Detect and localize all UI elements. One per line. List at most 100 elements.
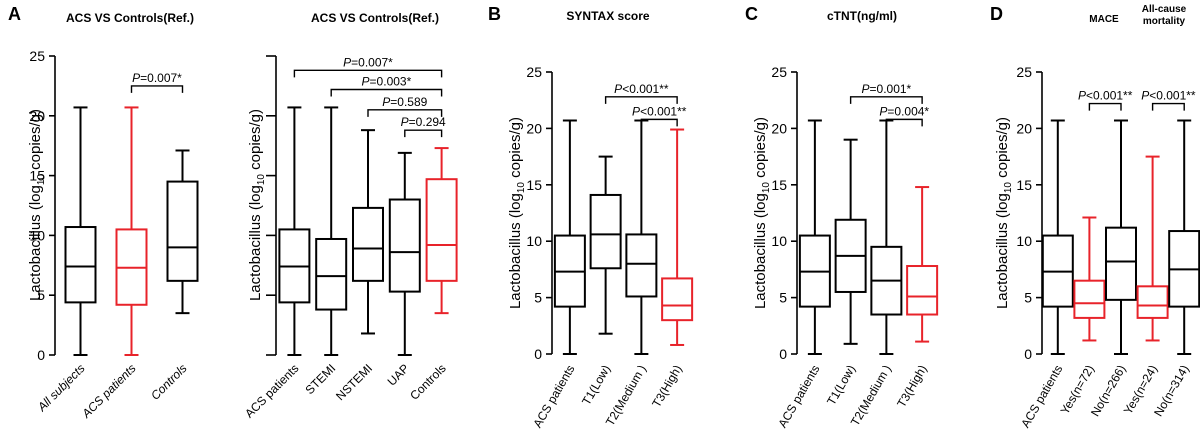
iqr-box [315, 237, 348, 311]
box-1 [1041, 119, 1074, 355]
y-axis-label: Lactobacillus (log10 copies/g) [752, 117, 772, 309]
x-tick-label: T3(High) [894, 363, 929, 410]
p-value-label: P=0.589 [382, 95, 427, 109]
box-4 [906, 186, 939, 343]
y-tick-label: 10 [771, 233, 787, 249]
p-value-label: P=0.004* [879, 104, 929, 118]
panel-title-2b: mortality [1143, 16, 1186, 27]
x-tick-label: T1(Low) [579, 363, 613, 408]
significance-bracket [1151, 102, 1185, 111]
y-tick-label: 20 [1016, 120, 1032, 136]
y-tick-label: 15 [29, 168, 45, 184]
panel-a-all-subjects: A ACS VS Controls(Ref.) 0 5 10 15 20 25 Lactob… [8, 4, 199, 421]
iqr-box [166, 180, 199, 282]
p-value-label: P=0.007* [343, 55, 393, 69]
panel-title: cTNT(ng/ml) [827, 9, 897, 23]
box-5 [425, 147, 458, 315]
iqr-box [64, 226, 97, 304]
iqr-box [1105, 226, 1137, 301]
x-tick-label: T1(Low) [824, 363, 858, 408]
y-tick-label: 15 [526, 177, 542, 193]
iqr-box [625, 233, 658, 298]
panel-letter: B [488, 4, 501, 24]
box-1 [553, 119, 586, 355]
y-tick-label: 25 [771, 64, 787, 80]
significance-bracket [885, 118, 923, 127]
significance-bracket [367, 109, 443, 117]
iqr-box [589, 193, 622, 270]
x-tick-label: UAP [385, 361, 412, 388]
significance-bracket [293, 69, 443, 78]
panel-a-subgroups: ACS VS Controls(Ref.) Lactobacillus (log… [242, 11, 458, 421]
box-3 [870, 119, 903, 355]
significance-bracket [849, 96, 923, 104]
p-value-label: P<0.001** [632, 104, 687, 118]
p-value-label: P<0.001** [614, 82, 669, 96]
y-tick-label: 20 [526, 120, 542, 136]
panel-title: SYNTAX score [566, 9, 649, 23]
x-tick-label: STEMI [302, 361, 338, 397]
panel-title-2: All-cause [1142, 4, 1187, 15]
x-tick-label: Controls [407, 361, 448, 402]
y-tick-label: 25 [1016, 64, 1032, 80]
y-tick-label: 0 [37, 347, 45, 363]
significance-bracket [330, 88, 443, 97]
box-1 [278, 106, 311, 356]
x-tick-label: ACS patients [242, 361, 301, 420]
y-tick-label: 25 [29, 48, 45, 64]
significance-bracket [1088, 102, 1122, 111]
panel-title: MACE [1089, 14, 1119, 25]
x-tick-label: All subjects [34, 361, 88, 415]
p-value-label: P=0.003* [362, 74, 412, 88]
y-tick-label: 5 [1024, 290, 1032, 306]
box-3 [625, 119, 658, 355]
box-1 [64, 106, 97, 356]
y-tick-label: 10 [29, 227, 45, 243]
y-tick-label: 20 [771, 120, 787, 136]
y-tick-label: 0 [779, 346, 787, 362]
y-tick-label: 5 [779, 290, 787, 306]
box-1 [798, 119, 831, 355]
p-value-label: P=0.007* [132, 71, 182, 85]
panel-letter: A [8, 4, 21, 24]
box-2 [315, 106, 348, 356]
iqr-box [1073, 279, 1106, 319]
x-tick-label: ACS patients [530, 363, 577, 431]
box-3 [1105, 119, 1137, 355]
x-tick-label: NSTEMI [333, 361, 375, 403]
iqr-box [661, 277, 694, 322]
box-2 [115, 106, 148, 356]
y-tick-label: 0 [1024, 346, 1032, 362]
x-tick-label: T3(High) [649, 363, 684, 410]
x-tick-label: ACS patients [78, 361, 138, 421]
significance-bracket [604, 96, 678, 104]
y-axis-label: Lactobacillus (log10 copies/g) [27, 109, 47, 301]
panel-title: ACS VS Controls(Ref.) [66, 11, 194, 25]
p-value-label: P=0.294 [401, 115, 446, 129]
y-tick-label: 15 [1016, 177, 1032, 193]
p-value-label: P<0.001** [1078, 89, 1133, 103]
y-tick-label: 0 [534, 346, 542, 362]
box-2 [1073, 216, 1106, 342]
box-4 [1136, 155, 1169, 342]
box-3 [166, 149, 199, 315]
box-4 [661, 128, 694, 346]
box-5 [1168, 119, 1200, 355]
y-axis-label: Lactobacillus (log10 copies/g) [507, 117, 527, 309]
x-tick-label: ACS patients [1018, 363, 1065, 431]
iqr-box [352, 206, 384, 282]
panel-title: ACS VS Controls(Ref.) [311, 11, 439, 25]
x-tick-label: Controls [148, 361, 189, 402]
y-tick-label: 5 [37, 287, 45, 303]
p-value-label: P<0.001** [1141, 89, 1196, 103]
box-4 [388, 151, 421, 356]
y-axis-label: Lactobacillus (log10 copies/g) [994, 117, 1014, 309]
x-tick-label: ACS patients [775, 363, 822, 431]
y-tick-label: 15 [771, 177, 787, 193]
y-axis-label: Lactobacillus (log10 copies/g) [247, 109, 267, 301]
box-2 [589, 155, 622, 335]
panel-letter: C [745, 4, 758, 24]
y-tick-label: 5 [534, 290, 542, 306]
significance-bracket [404, 129, 443, 138]
